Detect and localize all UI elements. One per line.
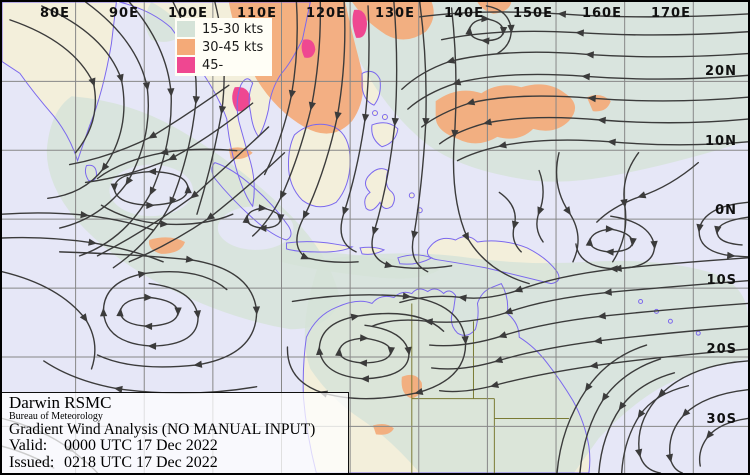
latitude-label: 0N <box>715 203 737 218</box>
latitude-label: 20N <box>705 64 737 79</box>
longitude-label: 100E <box>167 6 208 21</box>
product-title: Gradient Wind Analysis (NO MANUAL INPUT) <box>9 421 316 438</box>
wind-speed-legend: 15-30 kts 30-45 kts 45- <box>175 18 273 76</box>
agency-name: Darwin RSMC <box>9 393 112 412</box>
latitude-label: 10N <box>705 133 737 149</box>
longitude-label: 130E <box>374 6 415 21</box>
valid-value: 0000 UTC 17 Dec 2022 <box>64 437 218 454</box>
longitude-label: 160E <box>581 6 622 21</box>
valid-label: Valid: <box>9 437 48 454</box>
longitude-label: 90E <box>109 6 139 21</box>
legend-swatch-30-45kts <box>177 39 195 55</box>
legend-label: 30-45 kts <box>202 39 264 55</box>
longitude-label: 140E <box>443 6 484 21</box>
issued-label: Issued: <box>9 453 55 471</box>
legend-item: 45- <box>177 56 263 74</box>
chart-info-box: Darwin RSMC Bureau of Meteorology Gradie… <box>2 392 349 473</box>
latitude-label: 20S <box>706 342 737 357</box>
longitude-label: 150E <box>512 6 553 21</box>
latitude-label: 30S <box>706 412 737 427</box>
longitude-label: 110E <box>236 6 277 21</box>
issued-value: 0218 UTC 17 Dec 2022 <box>64 453 218 471</box>
latitude-label: 10S <box>706 272 737 288</box>
legend-item: 15-30 kts <box>177 20 263 38</box>
valid-time-row: Valid: 0000 UTC 17 Dec 2022 <box>9 437 342 455</box>
longitude-label: 80E <box>40 6 70 21</box>
legend-swatch-15-30kts <box>177 21 195 37</box>
legend-item: 30-45 kts <box>177 38 263 56</box>
longitude-label: 170E <box>650 6 691 21</box>
legend-label: 15-30 kts <box>202 21 264 37</box>
legend-swatch-45kts <box>177 57 195 73</box>
issued-time-row: Issued: 0218 UTC 17 Dec 2022 <box>9 453 342 472</box>
legend-label: 45- <box>202 57 224 73</box>
bureau-name: Bureau of Meteorology <box>9 411 103 422</box>
longitude-label: 120E <box>305 6 346 21</box>
